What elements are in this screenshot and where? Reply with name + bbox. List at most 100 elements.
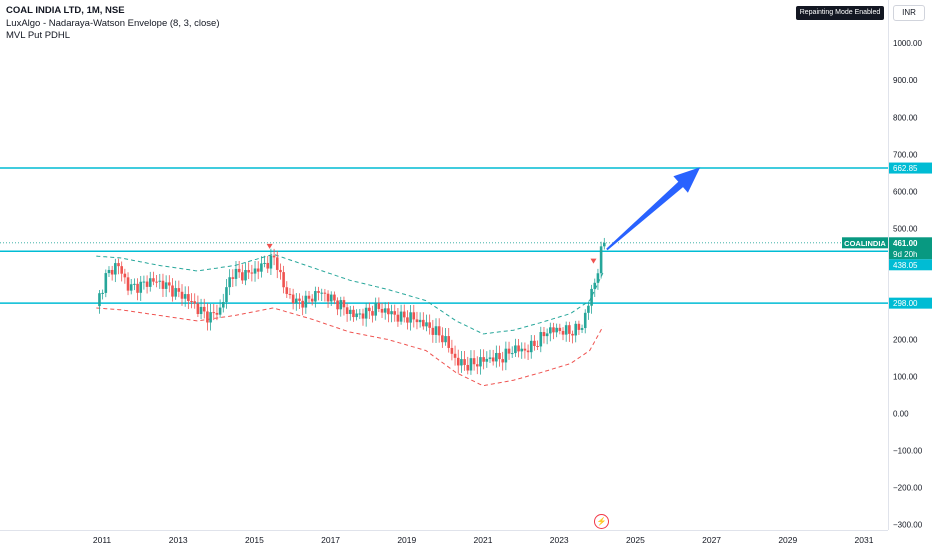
x-tick-label: 2027 <box>702 535 721 545</box>
candle-body <box>202 306 206 312</box>
candle-body <box>568 325 571 334</box>
candle-body <box>380 308 384 313</box>
candle-body <box>583 312 587 329</box>
lightning-icon[interactable]: ⚡ <box>594 514 609 529</box>
candle-body <box>241 272 244 281</box>
candle-body <box>377 303 381 309</box>
candle-body <box>110 269 114 275</box>
candle-body <box>549 327 552 334</box>
candle-body <box>269 255 273 269</box>
candle-body <box>552 327 555 333</box>
candle-body <box>295 298 298 304</box>
candle-body <box>514 345 517 354</box>
y-tick-label: 700.00 <box>893 150 918 159</box>
candle-body <box>244 270 247 281</box>
level-label-298: 298.00 <box>893 299 918 308</box>
y-tick-label: 0.00 <box>893 410 909 419</box>
candle-body <box>275 257 279 270</box>
ticker-label: COALINDIA <box>844 239 886 248</box>
y-tick-label: 200.00 <box>893 335 918 344</box>
target-arrow <box>606 167 701 251</box>
candle-body <box>491 357 495 362</box>
candle-body <box>107 269 111 274</box>
y-tick-label: −200.00 <box>893 484 923 493</box>
candle-body <box>485 358 489 362</box>
candle-body <box>418 319 422 323</box>
candle-body <box>298 298 301 301</box>
candle-body <box>161 280 165 289</box>
candle-body <box>247 270 250 273</box>
candle-body <box>326 293 330 302</box>
candle-body <box>133 283 136 285</box>
candle-body <box>136 283 139 293</box>
candle-body <box>196 303 200 315</box>
candle-body <box>98 293 101 307</box>
candle-body <box>101 292 104 294</box>
signal-down-triangle <box>590 258 597 264</box>
candle-body <box>152 278 155 282</box>
candle-body <box>221 302 225 308</box>
candle-body <box>453 353 457 358</box>
candle-body <box>183 294 187 299</box>
indicator-label-nw-envelope[interactable]: LuxAlgo - Nadaraya-Watson Envelope (8, 3… <box>6 17 220 29</box>
candle-body <box>177 288 181 292</box>
candle-body <box>260 263 263 272</box>
candle-body <box>323 292 327 294</box>
candle-body <box>371 311 374 316</box>
x-tick-label: 2031 <box>855 535 874 545</box>
candle-body <box>482 357 485 362</box>
candle-body <box>285 287 289 294</box>
candle-body <box>307 295 311 299</box>
candle-body <box>139 281 143 293</box>
candle-body <box>520 348 524 352</box>
candle-body <box>580 328 584 330</box>
candle-body <box>368 307 371 312</box>
y-tick-label: −100.00 <box>893 447 923 456</box>
candle-body <box>237 268 241 273</box>
candle-body <box>444 336 447 343</box>
level-label-662-bg <box>889 162 932 174</box>
y-tick-label: 500.00 <box>893 224 918 233</box>
x-tick-label: 2011 <box>93 535 112 545</box>
y-tick-label: 100.00 <box>893 372 918 381</box>
candle-body <box>187 294 190 302</box>
candle-body <box>422 319 425 327</box>
candle-body <box>507 348 511 354</box>
candle-body <box>148 278 152 287</box>
candle-body <box>536 345 539 347</box>
candle-body <box>209 312 212 323</box>
symbol-title[interactable]: COAL INDIA LTD, 1M, NSE <box>6 5 125 16</box>
candle-body <box>571 333 574 336</box>
candle-body <box>358 313 362 315</box>
candle-body <box>320 292 324 294</box>
candle-body <box>599 246 603 274</box>
candle-body <box>488 357 492 359</box>
candle-body <box>495 352 498 362</box>
candle-body <box>193 301 197 304</box>
x-tick-label: 2015 <box>245 535 264 545</box>
candle-body <box>180 291 184 299</box>
candle-body <box>164 282 168 289</box>
candle-body <box>415 319 419 323</box>
x-tick-label: 2019 <box>397 535 416 545</box>
currency-button[interactable]: INR <box>893 5 925 21</box>
candle-body <box>533 340 536 346</box>
candle-body <box>539 332 543 347</box>
candle-body <box>396 314 400 322</box>
indicator-label-mvl[interactable]: MVL Put PDHL <box>6 30 71 41</box>
level-label-298-bg <box>889 297 932 309</box>
y-tick-label: −300.00 <box>893 521 923 530</box>
candle-body <box>342 300 346 308</box>
candle-body <box>234 268 238 279</box>
candle-body <box>272 255 276 258</box>
level-label-438: 438.05 <box>893 261 918 270</box>
ticker-label-bg <box>842 237 888 249</box>
candle-body <box>501 359 504 363</box>
candle-body <box>596 273 600 283</box>
candle-body <box>142 281 146 283</box>
envelope-upper-line <box>96 253 604 335</box>
candle-body <box>345 307 349 314</box>
candle-body <box>114 263 117 275</box>
candle-body <box>314 291 317 302</box>
